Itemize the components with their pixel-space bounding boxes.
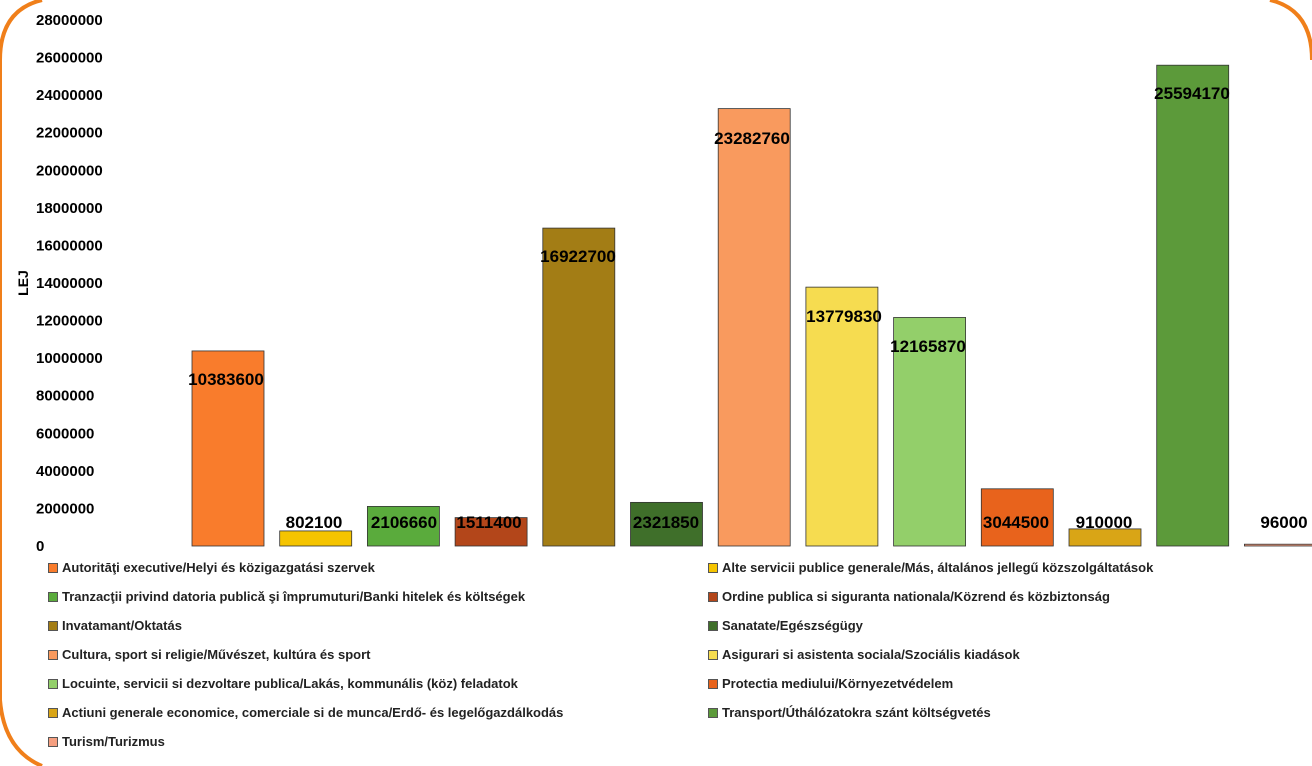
data-label-10: 3044500 [983, 513, 1049, 532]
bar-1 [191, 350, 265, 547]
legend-item: Tranzacţii privind datoria publicǎ şi îm… [48, 589, 525, 604]
data-label-12: 25594170 [1154, 84, 1230, 103]
legend-swatch [48, 591, 58, 602]
y-tick-label: 22000000 [36, 125, 103, 142]
data-label-4: 1511400 [456, 513, 521, 532]
y-tick-label: 12000000 [36, 313, 103, 330]
legend-item: Actiuni generale economice, comerciale s… [48, 705, 563, 720]
bar-12 [1156, 64, 1230, 547]
data-label-3: 2106660 [371, 513, 437, 532]
legend-item: Ordine publica si siguranta nationala/Kö… [708, 589, 1110, 604]
y-tick-label: 6000000 [36, 425, 94, 442]
legend-item: Cultura, sport si religie/Művészet, kult… [48, 647, 370, 662]
bar-5 [542, 227, 616, 547]
y-tick-label: 20000000 [36, 162, 103, 179]
data-label-8: 13779830 [806, 307, 882, 326]
data-label-13: 96000 [1260, 513, 1307, 532]
legend-label: Autoritāţi executive/Helyi és közigazgat… [62, 560, 375, 575]
legend-item: Transport/Úthálózatokra szánt költségvet… [708, 705, 991, 720]
legend-swatch [48, 620, 58, 631]
legend-label: Ordine publica si siguranta nationala/Kö… [722, 589, 1110, 604]
legend-item: Turism/Turizmus [48, 734, 165, 749]
legend-item: Autoritāţi executive/Helyi és közigazgat… [48, 560, 375, 575]
legend-swatch [48, 562, 58, 573]
bar-2 [279, 530, 353, 547]
legend-label: Locuinte, servicii si dezvoltare publica… [62, 676, 518, 691]
bar-11 [1068, 528, 1142, 547]
y-tick-label: 26000000 [36, 50, 103, 67]
y-tick-label: 4000000 [36, 463, 94, 480]
bar-4 [454, 517, 528, 547]
legend-swatch [708, 649, 718, 660]
legend-label: Cultura, sport si religie/Művészet, kult… [62, 647, 371, 662]
legend-swatch [708, 678, 718, 689]
bar-3 [366, 506, 440, 547]
legend-label: Alte servicii publice generale/Más, álta… [722, 560, 1154, 575]
legend-swatch [48, 736, 58, 747]
legend-swatch [708, 620, 718, 631]
legend-swatch [708, 591, 718, 602]
legend-label: Tranzacţii privind datoria publicǎ şi îm… [62, 589, 526, 604]
y-tick-label: 24000000 [36, 87, 103, 104]
data-labels-group: 10383600 802100 2106660 1511400 16922700 2321… [188, 84, 1307, 532]
legend-label: Invatamant/Oktatás [62, 618, 182, 633]
y-tick-label: 16000000 [36, 237, 103, 254]
legend-swatch [48, 678, 58, 689]
legend-swatch [48, 707, 58, 718]
data-label-6: 2321850 [633, 513, 699, 532]
data-label-5: 16922700 [540, 247, 616, 266]
bar-13 [1244, 543, 1312, 547]
data-label-2: 802100 [286, 513, 343, 532]
legend-label: Sanatate/Egészségügy [722, 618, 863, 633]
bars-group [191, 64, 1312, 547]
bar-6 [630, 501, 703, 547]
legend-item: Alte servicii publice generale/Más, álta… [708, 560, 1153, 575]
legend-swatch [48, 649, 58, 660]
legend-label: Protectia mediului/Környezetvédelem [722, 676, 954, 691]
legend-item: Asigurari si asistenta sociala/Szociális… [708, 647, 1020, 662]
data-label-9: 12165870 [890, 337, 966, 356]
y-tick-label: 10000000 [36, 350, 103, 367]
y-tick-label: 2000000 [36, 500, 94, 517]
legend-swatch [708, 562, 718, 573]
y-tick-label: 18000000 [36, 200, 103, 217]
legend-label: Transport/Úthálózatokra szánt költségvet… [722, 705, 991, 720]
bar-chart: 0 2000000 4000000 6000000 8000000 10000000 120… [15, 12, 1312, 555]
y-tick-label: 28000000 [36, 12, 103, 29]
legend-item: Protectia mediului/Környezetvédelem [708, 676, 953, 691]
data-label-1: 10383600 [188, 370, 264, 389]
y-tick-label: 8000000 [36, 388, 94, 405]
legend-label: Asigurari si asistenta sociala/Szociális… [722, 647, 1020, 662]
bar-10 [980, 488, 1054, 547]
y-axis-label: LEJ [15, 270, 31, 296]
y-tick-label: 0 [36, 538, 44, 555]
bar-7 [717, 108, 791, 547]
data-label-11: 910000 [1076, 513, 1133, 532]
legend-label: Turism/Turizmus [62, 734, 165, 749]
data-label-7: 23282760 [714, 129, 790, 148]
y-axis: 0 2000000 4000000 6000000 8000000 10000000 120… [36, 12, 103, 555]
legend-item: Sanatate/Egészségügy [708, 618, 863, 633]
legend-label: Actiuni generale economice, comerciale s… [62, 705, 564, 720]
legend-item: Invatamant/Oktatás [48, 618, 182, 633]
bar-8 [805, 286, 879, 547]
legend-swatch [708, 707, 718, 718]
legend-item: Locuinte, servicii si dezvoltare publica… [48, 676, 518, 691]
y-tick-label: 14000000 [36, 275, 103, 292]
bar-9 [893, 317, 966, 547]
